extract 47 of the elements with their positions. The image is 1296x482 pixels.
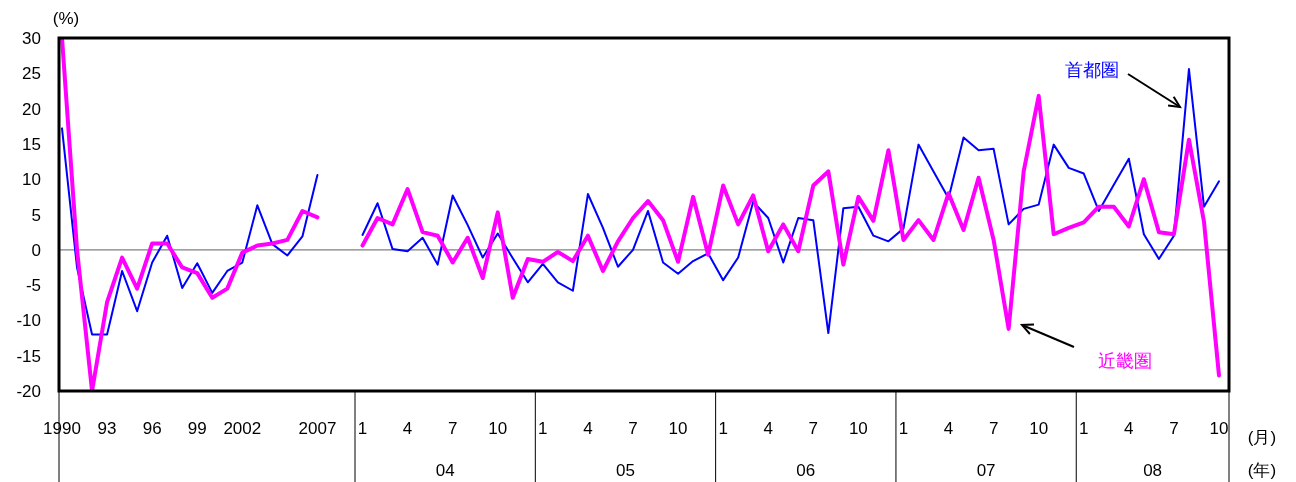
y-tick-label: 15 [22,134,41,154]
x-tick-label: 1 [718,419,728,438]
x-tick-label: 4 [402,419,413,438]
x-tick-label: 93 [97,419,117,438]
x-tick-label: 10 [1029,419,1049,438]
y-tick-label: 0 [31,240,41,260]
y-tick-label: -15 [16,346,41,366]
x-tick-label: 4 [583,419,593,438]
y-axis-title: (%) [52,9,80,28]
x-tick-label: 1990 [43,419,81,438]
x-tick-label: 7 [1169,419,1179,438]
x-tick-label: 2002 [223,419,262,438]
x-tick-label: 1 [538,419,548,438]
x-tick-label: 7 [988,419,999,438]
x-tick-label: 2007 [298,419,337,438]
y-tick-label: 10 [22,170,41,190]
x-tick-label: 7 [628,419,638,438]
x-axis-title: (月) [1247,428,1277,447]
x-tick-label: 4 [943,419,954,438]
x-tick-label: 99 [187,419,207,438]
text: (年) [1247,461,1277,480]
x-tick-label: 1 [898,419,909,438]
y-tick-label: -5 [25,276,41,296]
x-tick-label: 10 [668,419,688,438]
text: 05 [616,461,635,480]
text: 07 [976,461,996,480]
text: 首都圏 [1065,60,1119,80]
y-tick-label: 25 [22,64,41,84]
y-tick-label: 5 [31,205,41,225]
text: 08 [1143,461,1163,480]
x-tick-label: 10 [1209,419,1229,438]
x-tick-label: 10 [848,419,868,438]
x-tick-label: 1 [1079,419,1089,438]
x-tick-label: 7 [808,419,819,438]
text: 近畿圏 [1098,351,1152,371]
y-tick-label: -20 [16,382,41,401]
y-tick-label: -10 [16,311,41,331]
y-tick-label: 20 [22,99,41,119]
x-tick-label: 7 [447,419,458,438]
text: 04 [435,461,455,480]
x-tick-label: 1 [357,419,368,438]
text: 06 [796,461,816,480]
x-tick-label: 10 [488,419,508,438]
x-tick-label: 4 [763,419,773,438]
y-tick-label: 30 [22,29,41,48]
x-tick-label: 96 [142,419,162,438]
x-tick-label: 4 [1124,419,1134,438]
